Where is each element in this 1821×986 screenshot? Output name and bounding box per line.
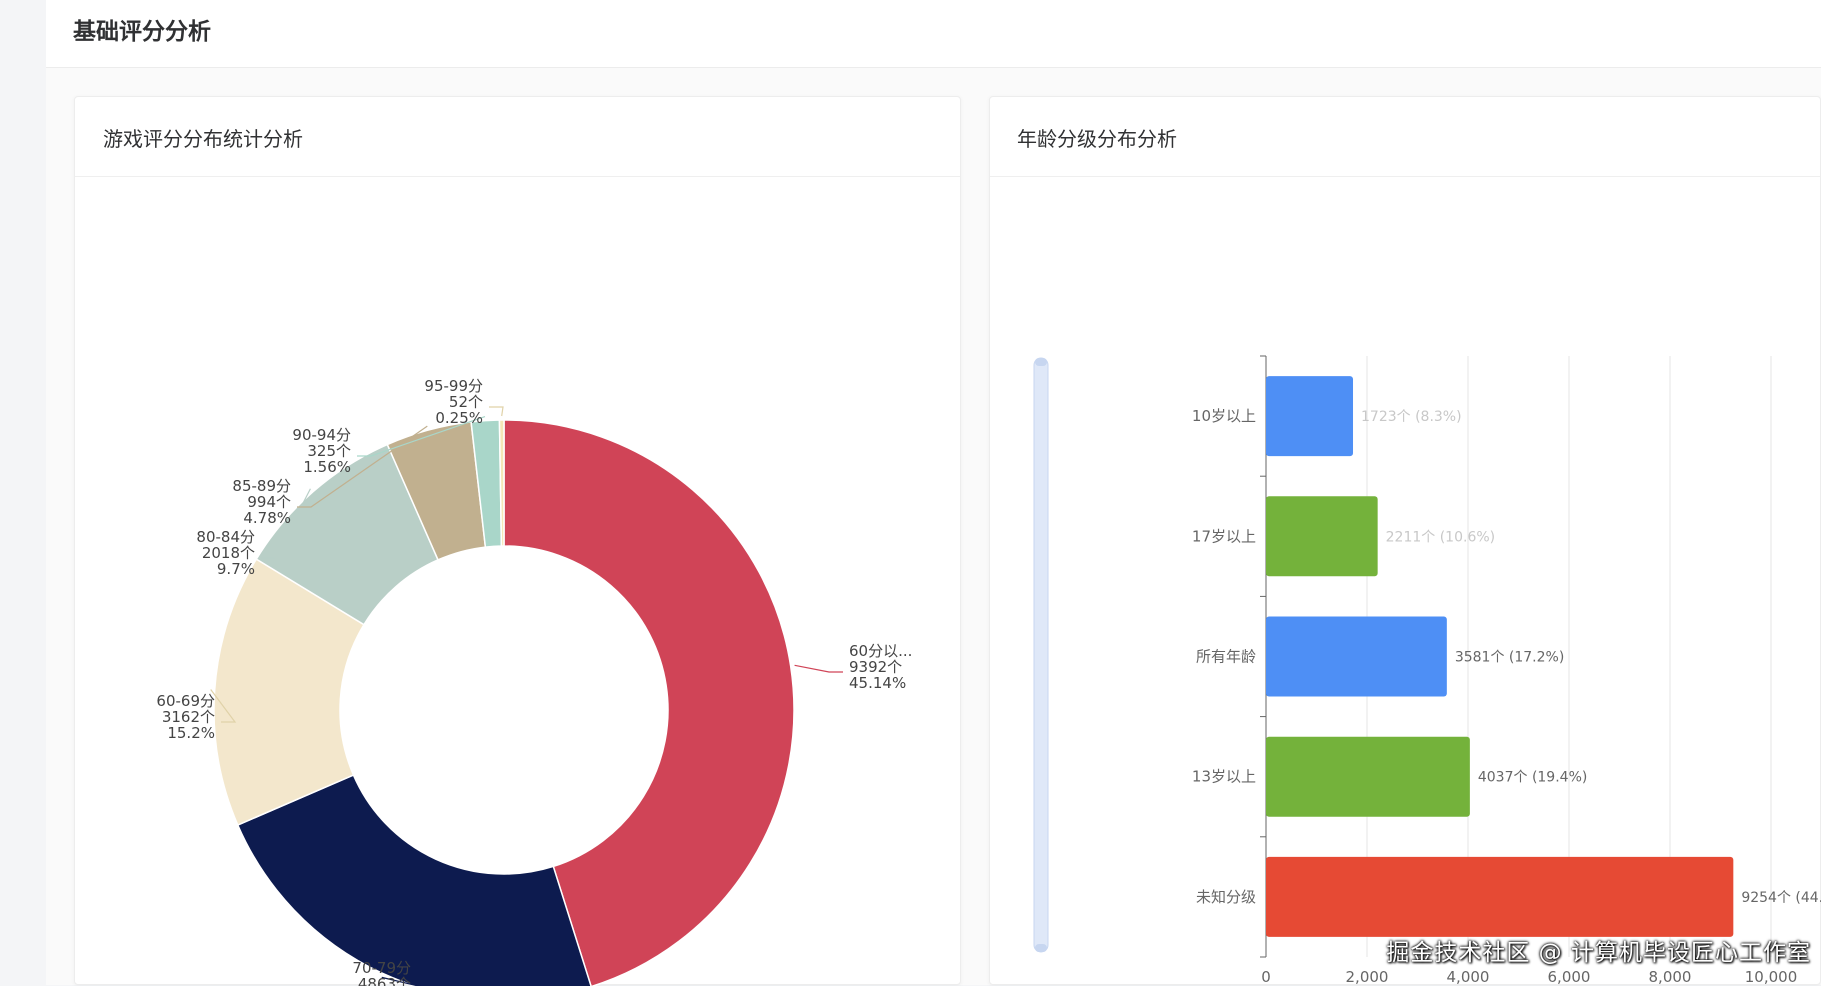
x-tick-label: 0: [1261, 968, 1271, 986]
donut-leader-line: [794, 664, 843, 673]
slice-percent-label: 1.56%: [303, 458, 351, 476]
bar[interactable]: [1266, 736, 1470, 817]
donut-slice[interactable]: [498, 419, 505, 547]
slice-name-label: 60分以...: [849, 642, 912, 660]
age-rating-card: 年龄分级分布分析 0 2,000 4,000 6,000 8,000 10,000 10岁以…: [989, 96, 1821, 986]
donut-leader-line: [210, 689, 237, 723]
x-tick-label: 4,000: [1447, 968, 1490, 986]
slice-count-label: 4863个: [358, 975, 411, 986]
section-header: 基础评分分析: [46, 0, 1821, 68]
donut-slice[interactable]: [503, 419, 795, 986]
donut-leader-line: [297, 425, 428, 508]
zoom-slider-handle-top[interactable]: [1035, 358, 1047, 366]
donut-leader-line: [381, 976, 421, 986]
slice-name-label: 85-89分: [232, 477, 291, 495]
donut-leader-line: [489, 406, 504, 417]
donut-slice[interactable]: [236, 774, 592, 986]
bar-value-label: 4037个 (19.4%): [1478, 770, 1587, 786]
y-category-label: 未知分级: [1196, 888, 1256, 906]
bar[interactable]: [1266, 496, 1378, 577]
bar-chart: 0 2,000 4,000 6,000 8,000 10,000 10岁以上 1723个 (8…: [1033, 355, 1821, 986]
x-tick-label: 6,000: [1548, 968, 1591, 986]
card-title: 游戏评分分布统计分析: [103, 127, 303, 151]
dashboard-page: 基础评分分析 游戏评分分布统计分析 60分以... 9392个 45.14% 70-7…: [46, 0, 1821, 986]
bar[interactable]: [1266, 376, 1354, 457]
slice-name-label: 95-99分: [424, 377, 483, 395]
slice-count-label: 2018个: [202, 544, 255, 562]
slice-count-label: 994个: [247, 493, 291, 511]
bar-value-label: 9254个 (44.5%): [1741, 890, 1821, 906]
slice-count-label: 325个: [307, 442, 351, 460]
y-category-label: 10岁以上: [1192, 407, 1256, 425]
x-tick-label: 10,000: [1745, 968, 1798, 986]
slice-count-label: 9392个: [849, 658, 902, 676]
slice-name-label: 60-69分: [156, 692, 215, 710]
card-title: 年龄分级分布分析: [1017, 127, 1177, 151]
slice-percent-label: 4.78%: [243, 509, 291, 527]
slice-percent-label: 0.25%: [435, 409, 483, 427]
slice-count-label: 52个: [449, 393, 483, 411]
bar[interactable]: [1266, 616, 1447, 697]
section-title: 基础评分分析: [73, 19, 211, 45]
zoom-slider-track[interactable]: [1033, 357, 1049, 953]
bar-value-label: 1723个 (8.3%): [1361, 409, 1462, 425]
zoom-slider-handle-bottom[interactable]: [1035, 944, 1047, 952]
x-tick-label: 2,000: [1346, 968, 1389, 986]
footer-credit: 掘金技术社区 @ 计算机毕设匠心工作室: [1386, 940, 1811, 966]
card-header: 游戏评分分布统计分析: [75, 97, 960, 177]
x-tick-label: 8,000: [1649, 968, 1692, 986]
slice-percent-label: 45.14%: [849, 674, 906, 692]
slice-name-label: 80-84分: [196, 528, 255, 546]
y-category-label: 17岁以上: [1192, 527, 1256, 545]
slice-percent-label: 9.7%: [217, 560, 255, 578]
y-category-label: 13岁以上: [1192, 768, 1256, 786]
bar-value-label: 2211个 (10.6%): [1386, 529, 1495, 545]
bar[interactable]: [1266, 856, 1734, 937]
donut-chart: 60分以...9392个45.14%70-79分4863个23.37%60-69…: [156, 377, 912, 986]
donut-slice[interactable]: [213, 558, 365, 826]
slice-count-label: 3162个: [162, 708, 215, 726]
slice-name-label: 90-94分: [292, 426, 351, 444]
card-header: 年龄分级分布分析: [990, 97, 1820, 177]
slice-percent-label: 15.2%: [167, 724, 215, 742]
donut-leader-line: [261, 488, 311, 559]
slice-name-label: 70-79分: [352, 959, 411, 977]
bar-value-label: 3581个 (17.2%): [1455, 650, 1564, 666]
y-category-label: 所有年龄: [1196, 648, 1256, 666]
donut-leader-line: [357, 416, 486, 457]
score-distribution-card: 游戏评分分布统计分析 60分以... 9392个 45.14% 70-79分 4863个…: [74, 96, 961, 986]
